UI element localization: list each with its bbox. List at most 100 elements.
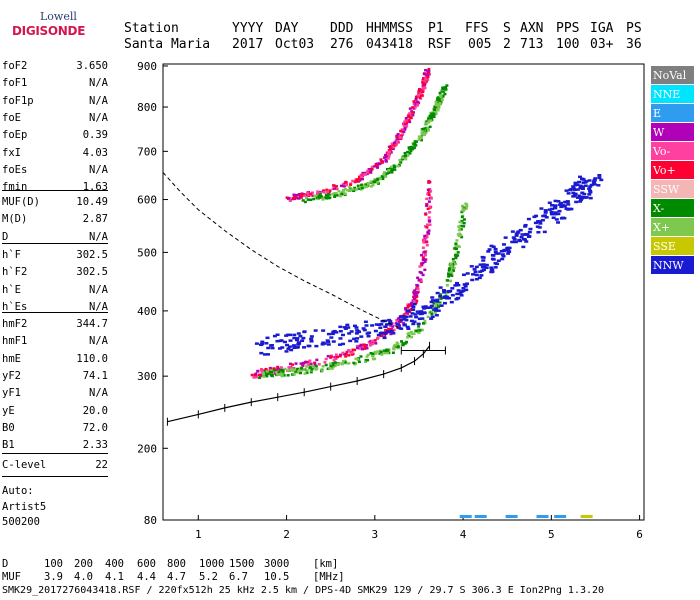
trace-point [352, 189, 356, 193]
parameter-row: foF1p N/A [2, 95, 108, 111]
trace-point [317, 362, 321, 366]
trace-point [459, 294, 464, 297]
trace-point [533, 221, 538, 225]
trace-point [424, 129, 428, 132]
trace-point [355, 329, 360, 332]
trace-point [433, 112, 437, 116]
trace-point [424, 80, 428, 83]
trace-point [288, 366, 292, 369]
trace-point [429, 304, 434, 308]
trace-point [422, 86, 426, 89]
trace-point [279, 339, 284, 342]
parameter-value: 2.87 [82, 213, 108, 226]
trace-point [263, 353, 268, 356]
trace-point [280, 372, 284, 376]
trace-point [556, 212, 561, 216]
trace-point [421, 305, 426, 309]
trace-point [454, 244, 458, 247]
header-value: 043418 [366, 37, 413, 52]
trace-point [406, 154, 410, 157]
trace-point [411, 111, 415, 114]
y-tick-label: 600 [137, 194, 157, 207]
trace-point [385, 156, 389, 159]
trace-point [296, 367, 300, 371]
trace-point [399, 161, 403, 164]
legend-item-sse: SSE [651, 237, 694, 256]
trace-point [526, 217, 531, 221]
trace-point [425, 203, 429, 206]
y-tick-label: 80 [144, 514, 157, 527]
trace-point [460, 204, 464, 208]
trace-point [500, 257, 505, 261]
trace-point [421, 90, 425, 94]
trace-point [289, 348, 294, 352]
trace-point [433, 311, 437, 314]
legend-item-e: E [651, 104, 694, 123]
trace-point [474, 273, 479, 277]
trace-point [553, 212, 558, 216]
trace-point [374, 164, 378, 167]
trace-point [518, 228, 523, 232]
parameter-value: 302.5 [76, 266, 108, 279]
trace-point [460, 235, 464, 239]
trace-point [325, 339, 330, 342]
trace-point [319, 195, 323, 198]
trace-point [423, 82, 427, 85]
trace-point [527, 230, 532, 234]
trace-point [299, 193, 303, 196]
trace-point [500, 253, 505, 256]
trace-point [370, 168, 374, 171]
trace-point [413, 313, 418, 316]
trace-point [364, 324, 369, 327]
parameter-row: h`Es N/A [2, 301, 108, 317]
trace-point [419, 262, 423, 265]
trace-point [296, 332, 301, 335]
trace-point [587, 193, 592, 196]
trace-point [387, 152, 391, 155]
trace-point [391, 325, 395, 328]
trace-point [415, 283, 419, 287]
trace-point [391, 147, 395, 151]
trace-point [260, 342, 265, 346]
trace-point [427, 71, 431, 75]
trace-point [353, 186, 357, 190]
trace-point [356, 180, 360, 183]
trace-point [311, 191, 315, 194]
trace-point [580, 185, 585, 189]
header-label: DDD [330, 21, 354, 36]
parameter-row: B1 2.33 [2, 439, 108, 455]
trace-point [306, 360, 310, 364]
trace-point [320, 369, 324, 372]
trace-point [396, 346, 400, 350]
trace-point [430, 296, 435, 299]
trace-point [425, 204, 429, 207]
trace-point [460, 210, 464, 214]
trace-point [355, 188, 359, 191]
trace-point [385, 348, 389, 352]
parameter-value: N/A [89, 230, 108, 243]
trace-point [313, 329, 318, 332]
trace-point [429, 115, 433, 119]
trace-point [363, 347, 367, 350]
trace-point [459, 228, 463, 231]
trace-point [588, 189, 593, 193]
trace-point [288, 339, 293, 342]
trace-point [537, 226, 542, 229]
trace-point [388, 167, 392, 170]
trace-point [458, 292, 463, 295]
trace-point [412, 320, 417, 323]
trace-point [426, 207, 430, 211]
trace-point [383, 351, 387, 355]
trace-point [513, 240, 518, 244]
trace-point [489, 244, 494, 248]
trace-point [564, 189, 569, 192]
trace-point [397, 326, 402, 330]
x-tick-label: 3 [372, 528, 379, 541]
trace-point [294, 194, 298, 197]
trace-point [462, 218, 466, 221]
trace-point [421, 258, 425, 261]
trace-point [544, 216, 549, 219]
trace-point [309, 335, 314, 338]
trace-point [429, 119, 433, 122]
trace-point [290, 367, 294, 370]
